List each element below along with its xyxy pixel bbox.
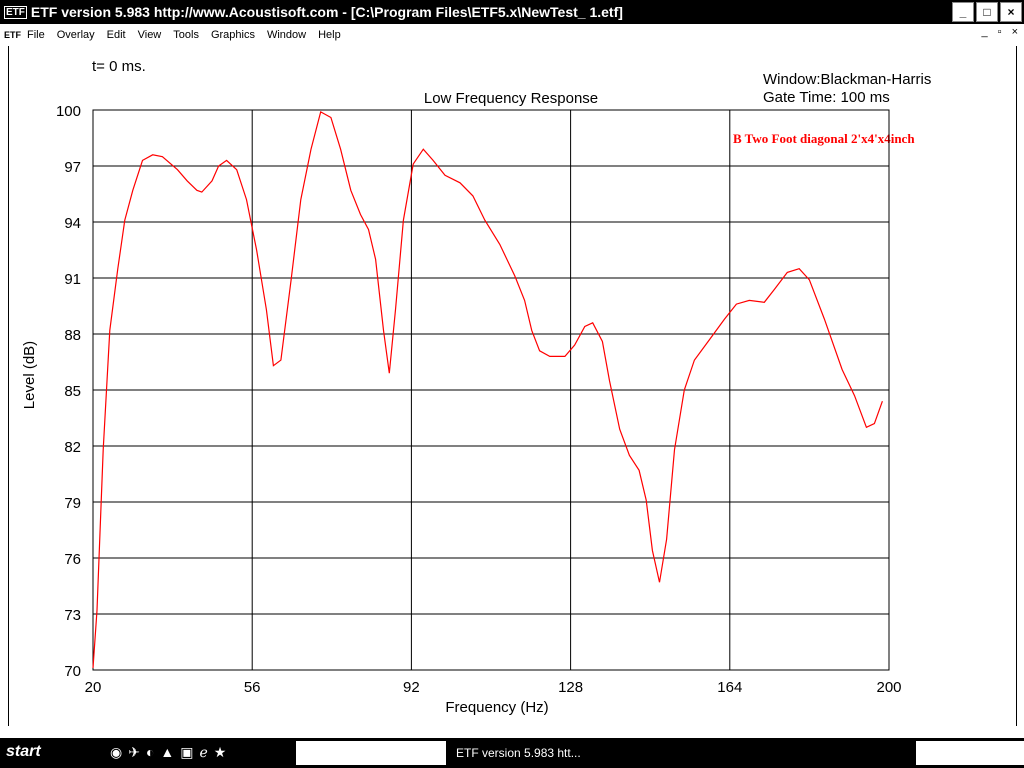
taskbar-item-etf[interactable]: ETF version 5.983 htt... [456, 746, 581, 760]
y-tick-label: 82 [64, 439, 81, 456]
taskbar-item[interactable] [296, 741, 446, 765]
gate-label: Gate Time: 100 ms [763, 89, 890, 106]
x-axis-label: Frequency (Hz) [445, 699, 548, 716]
y-tick-label: 97 [64, 159, 81, 176]
menu-view[interactable]: View [137, 29, 162, 41]
mdi-controls: _ ▫ × [982, 26, 1018, 38]
x-tick-label: 128 [558, 679, 583, 696]
mdi-minimize-button[interactable]: _ [981, 26, 988, 38]
menu-tools[interactable]: Tools [173, 29, 199, 41]
x-tick-label: 200 [876, 679, 901, 696]
y-tick-label: 79 [64, 495, 81, 512]
y-tick-label: 94 [64, 215, 81, 232]
y-axis-label: Level (dB) [21, 341, 38, 409]
x-tick-label: 20 [85, 679, 102, 696]
time-label: t= 0 ms. [92, 58, 146, 75]
document-frame [8, 46, 1017, 726]
mdi-restore-button[interactable]: ▫ [997, 26, 1002, 38]
window-label: Window:Blackman-Harris [763, 71, 931, 88]
minimize-button[interactable]: _ [952, 2, 974, 22]
menu-file[interactable]: File [27, 29, 45, 41]
start-button[interactable]: start [6, 743, 41, 760]
y-tick-label: 70 [64, 663, 81, 680]
chart-title: Low Frequency Response [424, 90, 598, 107]
y-tick-label: 91 [64, 271, 81, 288]
system-tray [916, 741, 1024, 765]
legend-entry: B Two Foot diagonal 2'x4'x4inch [733, 131, 915, 146]
y-tick-label: 76 [64, 551, 81, 568]
x-tick-label: 56 [244, 679, 261, 696]
x-tick-label: 164 [717, 679, 742, 696]
y-tick-label: 85 [64, 383, 81, 400]
x-tick-label: 92 [403, 679, 420, 696]
y-tick-label: 73 [64, 607, 81, 624]
maximize-button[interactable]: □ [976, 2, 998, 22]
close-button[interactable]: × [1000, 2, 1022, 22]
app-logo-icon: ETF [4, 5, 27, 19]
y-tick-label: 100 [56, 103, 81, 120]
y-tick-label: 88 [64, 327, 81, 344]
window-controls: _ □ × [952, 2, 1022, 22]
doc-logo-icon: ETF [4, 30, 21, 40]
menu-edit[interactable]: Edit [106, 29, 126, 41]
menu-overlay[interactable]: Overlay [56, 29, 95, 41]
series-line [92, 111, 883, 669]
menu-window[interactable]: Window [266, 29, 307, 41]
menu-bar: ETF File Overlay Edit View Tools Graphic… [0, 26, 1024, 44]
mdi-close-button[interactable]: × [1011, 26, 1018, 38]
quick-launch-icons[interactable]: ◉✈◐▲▣ℯ★ [110, 744, 233, 760]
menu-graphics[interactable]: Graphics [210, 29, 255, 41]
title-bar: ETF ETF version 5.983 http://www.Acousti… [0, 0, 1024, 24]
window-title: ETF version 5.983 http://www.Acoustisoft… [30, 4, 623, 20]
menu-help[interactable]: Help [318, 29, 341, 41]
taskbar: start ◉✈◐▲▣ℯ★ ETF version 5.983 htt... [0, 738, 1024, 768]
